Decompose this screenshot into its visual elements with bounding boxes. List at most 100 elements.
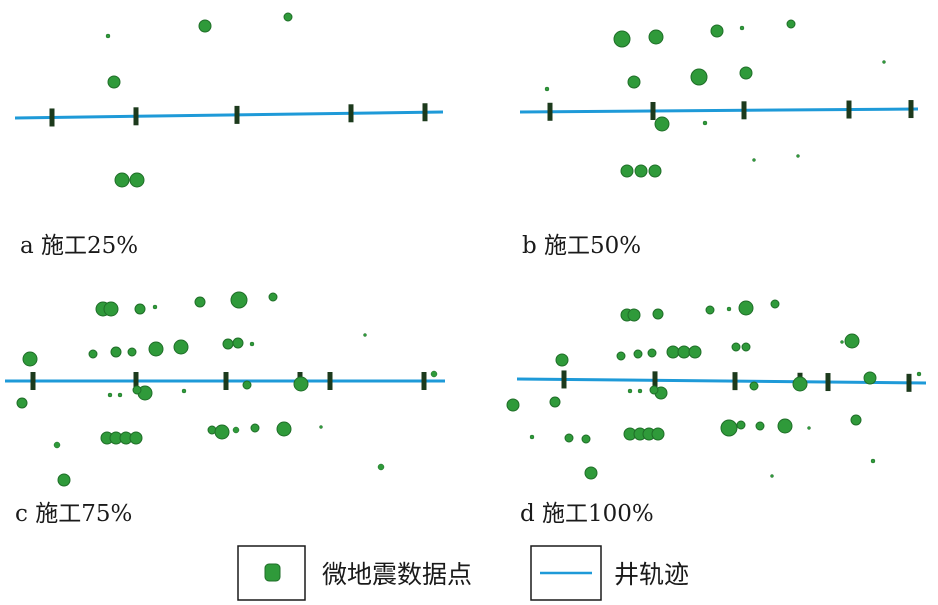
microseismic-point — [181, 388, 187, 394]
microseismic-point — [16, 397, 28, 409]
microseismic-point — [739, 25, 745, 31]
microseismic-point — [726, 306, 732, 312]
stage-marker — [234, 105, 240, 124]
microseismic-point — [770, 299, 780, 309]
microseismic-point — [654, 116, 670, 132]
microseismic-point — [232, 337, 244, 349]
microseismic-point — [786, 19, 796, 29]
microseismic-point — [584, 466, 598, 480]
panel-b — [519, 19, 919, 178]
microseismic-point — [53, 441, 61, 449]
microseismic-point — [249, 341, 255, 347]
microseismic-point — [194, 296, 206, 308]
stage-marker — [421, 372, 427, 390]
microseismic-point — [134, 303, 146, 315]
microseismic-point — [230, 291, 248, 309]
stage-marker — [906, 373, 912, 392]
microseismic-point — [710, 24, 724, 38]
microseismic-point — [222, 338, 234, 350]
microseismic-point — [581, 434, 591, 444]
microseismic-point — [648, 29, 664, 45]
microseismic-point — [648, 164, 662, 178]
panel-c — [5, 291, 445, 487]
microseismic-point — [107, 75, 121, 89]
microseismic-point — [529, 434, 535, 440]
legend: 微地震数据点 井轨迹 — [237, 545, 689, 601]
microseismic-point — [544, 86, 550, 92]
microseismic-point — [242, 380, 252, 390]
microseismic-point — [283, 12, 293, 22]
microseismic-point — [117, 392, 123, 398]
stage-marker — [348, 104, 354, 123]
microseismic-point — [276, 421, 292, 437]
microseismic-point — [22, 351, 38, 367]
stage-marker — [652, 371, 658, 390]
microseismic-point — [616, 351, 626, 361]
microseismic-point — [627, 308, 641, 322]
well-track-line — [14, 110, 444, 120]
microseismic-point — [377, 463, 385, 471]
microseismic-point — [702, 120, 708, 126]
microseismic-point — [720, 419, 738, 437]
microseismic-point — [850, 414, 862, 426]
microseismic-point — [777, 418, 793, 434]
microseismic-point — [549, 396, 561, 408]
panel-d — [506, 299, 927, 480]
microseismic-point — [114, 172, 130, 188]
microseismic-point — [736, 420, 746, 430]
microseismic-point — [666, 345, 680, 359]
stage-marker — [422, 103, 428, 122]
microseismic-point — [250, 423, 260, 433]
microseismic-point — [731, 342, 741, 352]
microseismic-point — [268, 292, 278, 302]
microseismic-point — [738, 300, 754, 316]
legend-point-swatch — [264, 563, 281, 582]
microseismic-point — [564, 433, 574, 443]
microseismic-point — [319, 425, 323, 429]
stage-marker — [30, 372, 36, 390]
stage-marker — [825, 373, 831, 392]
microseismic-point — [105, 33, 111, 39]
microseismic-point — [152, 304, 158, 310]
microseismic-point — [690, 68, 708, 86]
stage-marker — [547, 102, 553, 121]
legend-well-label: 井轨迹 — [614, 560, 689, 589]
microseismic-point — [792, 376, 808, 392]
microseismic-point — [363, 333, 367, 337]
microseismic-point — [555, 353, 569, 367]
microseismic-point — [110, 346, 122, 358]
caption-d: d 施工100% — [520, 501, 654, 527]
microseismic-point — [293, 376, 309, 392]
microseismic-point — [613, 30, 631, 48]
microseismic-point — [649, 385, 659, 395]
caption-c: c 施工75% — [15, 501, 132, 527]
microseismic-point — [870, 458, 876, 464]
microseismic-point — [863, 371, 877, 385]
microseismic-point — [148, 341, 164, 357]
microseismic-point — [796, 154, 800, 158]
microseismic-point — [634, 164, 648, 178]
caption-a: a 施工25% — [20, 233, 138, 259]
microseismic-point — [651, 427, 665, 441]
stage-marker — [650, 101, 656, 120]
microseismic-point — [637, 388, 643, 394]
microseismic-point — [882, 60, 886, 64]
microseismic-point — [652, 308, 664, 320]
microseismic-point — [173, 339, 189, 355]
microseismic-point — [770, 474, 774, 478]
caption-b: b 施工50% — [522, 233, 641, 259]
microseismic-point — [129, 431, 143, 445]
microseismic-point — [844, 333, 860, 349]
stage-marker — [846, 100, 852, 119]
microseismic-point — [633, 349, 643, 359]
microseismic-point — [677, 345, 691, 359]
microseismic-point — [627, 75, 641, 89]
well-track-line — [516, 377, 927, 385]
legend-well-box — [530, 545, 602, 601]
stage-marker — [49, 108, 55, 127]
microseismic-point — [705, 305, 715, 315]
microseismic-point — [916, 371, 922, 377]
microseismic-point — [627, 388, 633, 394]
stage-marker — [741, 101, 747, 120]
